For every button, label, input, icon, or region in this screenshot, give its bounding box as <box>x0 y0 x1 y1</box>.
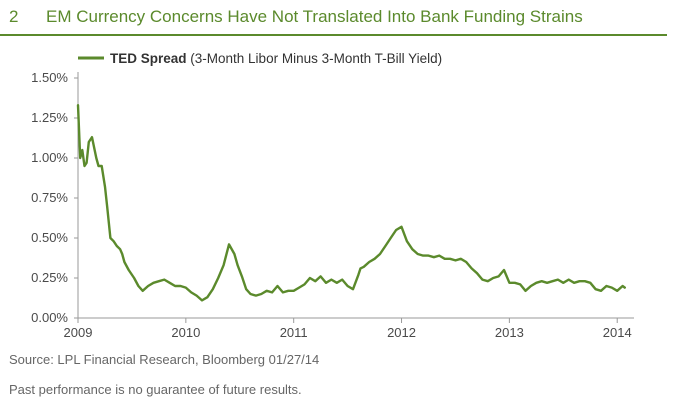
header-rule <box>0 34 667 36</box>
series-layer <box>76 103 626 302</box>
legend-label-bold: TED Spread <box>110 51 187 66</box>
y-tick-label: 1.50% <box>31 70 68 85</box>
y-tick-label: 0.25% <box>31 270 68 285</box>
chart-legend: TED Spread (3-Month Libor Minus 3-Month … <box>78 51 442 66</box>
figure-number: 2 <box>9 7 19 26</box>
y-tick-label: 0.00% <box>31 310 68 325</box>
x-tick-label: 2014 <box>603 325 632 340</box>
line-chart: TED Spread (3-Month Libor Minus 3-Month … <box>31 51 634 340</box>
figure-header: 2 EM Currency Concerns Have Not Translat… <box>0 0 675 36</box>
source-note: Source: LPL Financial Research, Bloomber… <box>9 352 320 367</box>
y-tick-label: 0.75% <box>31 190 68 205</box>
ted-spread-line <box>76 103 626 302</box>
y-tick-label: 1.00% <box>31 150 68 165</box>
x-tick-label: 2010 <box>171 325 200 340</box>
disclaimer-note: Past performance is no guarantee of futu… <box>9 382 302 397</box>
y-tick-label: 0.50% <box>31 230 68 245</box>
x-tick-label: 2011 <box>280 325 308 340</box>
x-tick-label: 2009 <box>64 325 93 340</box>
y-axis: 0.00% 0.25% 0.50% 0.75% 1.00% 1.25% 1.50% <box>31 70 79 325</box>
chart-area: TED Spread (3-Month Libor Minus 3-Month … <box>0 38 675 348</box>
chart-title: EM Currency Concerns Have Not Translated… <box>46 7 583 26</box>
x-tick-label: 2012 <box>387 325 416 340</box>
x-tick-label: 2013 <box>495 325 524 340</box>
x-axis: 2009 2010 2011 2012 2013 2014 <box>64 317 634 340</box>
legend-label-rest: (3-Month Libor Minus 3-Month T-Bill Yiel… <box>187 51 443 66</box>
y-tick-label: 1.25% <box>31 110 68 125</box>
legend-label: TED Spread (3-Month Libor Minus 3-Month … <box>110 51 442 66</box>
